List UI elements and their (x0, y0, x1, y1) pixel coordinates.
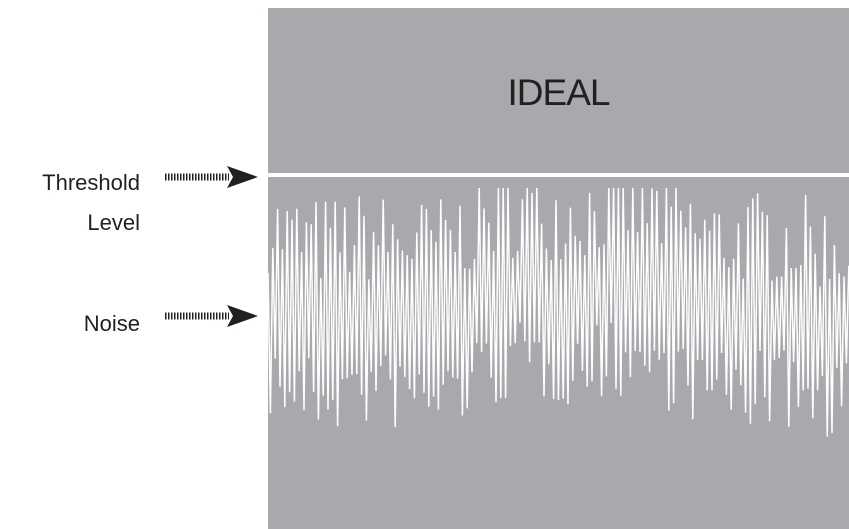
threshold-label: Threshold (42, 170, 140, 195)
noise-waveform (268, 187, 849, 437)
level-label: Level (87, 210, 140, 235)
threshold-arrow-icon (165, 166, 258, 188)
panel-title: IDEAL (507, 72, 611, 113)
noise-label: Noise (83, 311, 140, 336)
noise-trace (268, 187, 849, 437)
threshold-line (268, 173, 849, 177)
signal-panel: IDEAL (268, 8, 849, 529)
noise-arrow-icon (165, 305, 258, 327)
